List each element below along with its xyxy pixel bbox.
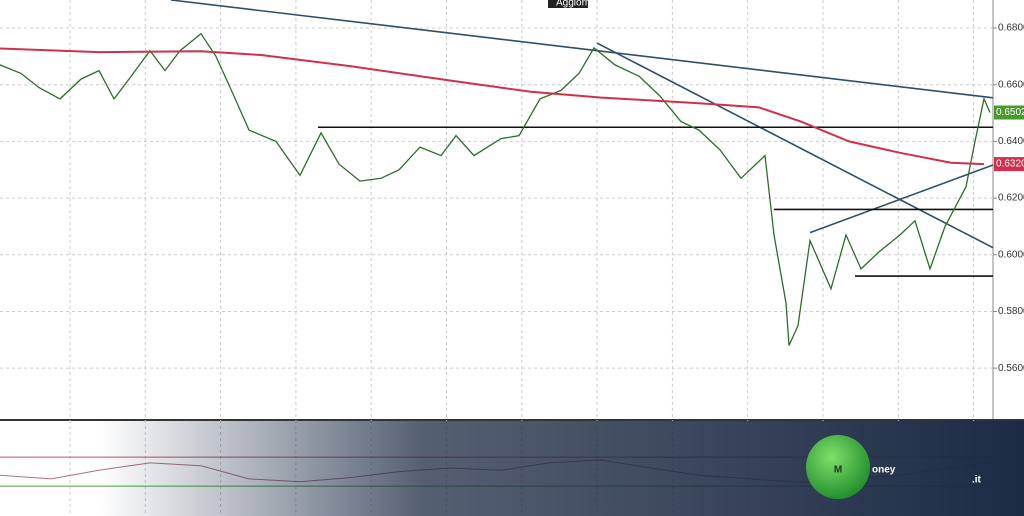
price-label-box — [994, 105, 1024, 120]
logo-ball — [806, 435, 870, 499]
logo-initial: M — [834, 465, 842, 476]
price-label: 0.6320 — [996, 159, 1024, 170]
trend-line — [596, 42, 994, 249]
price-label: 0.6502 — [996, 107, 1024, 118]
trend-line — [170, 0, 994, 99]
trend-line — [809, 164, 994, 234]
price-line — [0, 32, 991, 346]
top-label-box — [548, 0, 588, 8]
moving-average-line — [0, 47, 985, 166]
price-label-box — [994, 157, 1024, 172]
logo-text: oney — [872, 465, 896, 476]
logo-suffix: .it — [972, 475, 982, 486]
watermark-band — [100, 421, 1024, 516]
top-label: Aggiorn — [556, 0, 590, 9]
